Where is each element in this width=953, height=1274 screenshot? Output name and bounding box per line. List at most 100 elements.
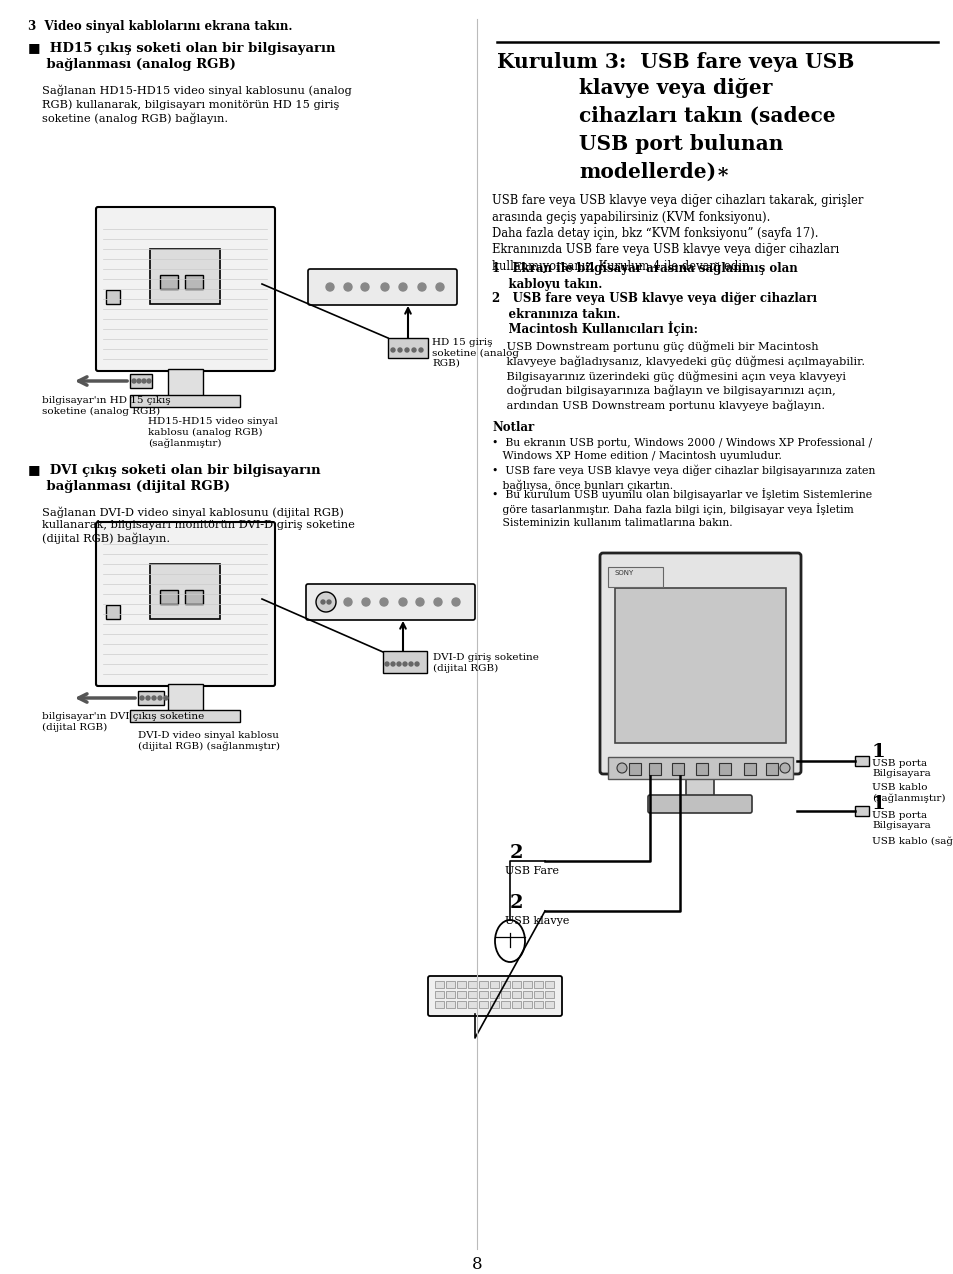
Circle shape [417,283,426,290]
Bar [490,991,498,998]
Bar [743,763,755,775]
Text: DVI-D giriş soketine
(dijital RGB): DVI-D giriş soketine (dijital RGB) [433,654,538,673]
Bar [534,981,542,989]
Bar [446,991,455,998]
Text: USB Downstream portunu güç düğmeli bir Macintosh
    klavyeye bağladıysanız, kla: USB Downstream portunu güç düğmeli bir M… [492,341,864,410]
Bar [607,757,792,778]
Circle shape [391,348,395,352]
Bar [446,981,455,989]
Text: ■  HD15 çıkış soketi olan bir bilgisayarın
    bağlanması (analog RGB): ■ HD15 çıkış soketi olan bir bilgisayarı… [28,42,335,71]
Circle shape [617,763,626,773]
Circle shape [137,378,141,383]
Circle shape [152,696,156,699]
Text: SONY: SONY [615,569,634,576]
Text: cihazları takın (sadece: cihazları takın (sadece [578,106,835,126]
Ellipse shape [495,920,524,962]
Text: USB kablo
(sağlanmıştır): USB kablo (sağlanmıştır) [871,784,944,803]
Circle shape [385,662,389,666]
Text: •  Bu kurulum USB uyumlu olan bilgisayarlar ve İşletim Sistemlerine
   göre tasa: • Bu kurulum USB uyumlu olan bilgisayarl… [492,488,871,527]
Text: •  USB fare veya USB klavye veya diğer cihazlar bilgisayarınıza zaten
   bağlıys: • USB fare veya USB klavye veya diğer ci… [492,465,875,490]
Bar [185,590,203,604]
Text: USB fare veya USB klavye veya diğer cihazları takarak, girişler
arasında geçiş y: USB fare veya USB klavye veya diğer ciha… [492,194,862,273]
Circle shape [436,283,443,290]
Circle shape [405,348,409,352]
Circle shape [398,598,407,606]
Circle shape [361,598,370,606]
Bar [478,981,488,989]
Circle shape [320,600,325,604]
Bar [512,1001,520,1008]
Bar [456,991,465,998]
Text: ■  DVI çıkış soketi olan bir bilgisayarın
    bağlanması (dijital RGB): ■ DVI çıkış soketi olan bir bilgisayarın… [28,464,320,493]
Text: Kurulum 3:  USB fare veya USB: Kurulum 3: USB fare veya USB [497,52,854,73]
Text: 2   USB fare veya USB klavye veya diğer cihazları
    ekranınıza takın.: 2 USB fare veya USB klavye veya diğer ci… [492,292,816,321]
Bar [388,338,428,358]
Circle shape [434,598,441,606]
Bar [382,651,427,673]
Circle shape [452,598,459,606]
Bar [512,981,520,989]
Circle shape [396,662,400,666]
Bar [446,1001,455,1008]
Bar [607,567,662,587]
Text: 1: 1 [871,743,884,761]
FancyBboxPatch shape [306,583,475,620]
Circle shape [402,662,407,666]
Circle shape [380,283,389,290]
Text: bilgisayar'ın HD 15 çıkış
soketine (analog RGB): bilgisayar'ın HD 15 çıkış soketine (anal… [42,396,171,415]
Circle shape [326,283,334,290]
Text: HD15-HD15 video sinyal
kablosu (analog RGB)
(sağlanmıştır): HD15-HD15 video sinyal kablosu (analog R… [148,417,277,447]
Bar [168,369,203,399]
Text: Sağlanan HD15-HD15 video sinyal kablosunu (analog
RGB) kullanarak, bilgisayarı m: Sağlanan HD15-HD15 video sinyal kablosun… [42,85,352,124]
FancyBboxPatch shape [647,795,751,813]
Text: USB Fare: USB Fare [504,866,558,877]
Bar [468,981,476,989]
FancyBboxPatch shape [308,269,456,304]
Bar [854,755,868,766]
Text: 1: 1 [871,795,884,813]
Text: bilgisayar'ın DVI çıkış soketine
(dijital RGB): bilgisayar'ın DVI çıkış soketine (dijita… [42,712,204,731]
Text: USB klavye: USB klavye [504,916,569,926]
Bar [500,991,510,998]
FancyBboxPatch shape [96,206,274,371]
Bar [522,981,532,989]
Circle shape [327,600,331,604]
Circle shape [397,348,401,352]
Bar [534,991,542,998]
Circle shape [415,662,418,666]
Bar [150,248,220,304]
Bar [106,605,120,619]
Bar [854,806,868,817]
Text: 8: 8 [471,1256,482,1273]
Circle shape [379,598,388,606]
Text: USB porta
Bilgisayara: USB porta Bilgisayara [871,759,930,778]
Bar [765,763,778,775]
FancyBboxPatch shape [96,522,274,685]
Bar [130,375,152,389]
Bar [628,763,640,775]
Bar [478,1001,488,1008]
Bar [522,1001,532,1008]
Bar [534,1001,542,1008]
Circle shape [132,378,136,383]
Text: klavye veya diğer: klavye veya diğer [578,78,772,98]
FancyBboxPatch shape [428,976,561,1015]
Bar [544,981,554,989]
Bar [719,763,730,775]
Circle shape [416,598,423,606]
FancyBboxPatch shape [599,553,801,775]
Bar [512,991,520,998]
Text: modellerde)∗: modellerde)∗ [578,162,729,182]
Text: USB porta
Bilgisayara: USB porta Bilgisayara [871,812,930,831]
Circle shape [344,283,352,290]
Text: USB kablo (sağlanmıştır): USB kablo (sağlanmıştır) [871,836,953,846]
Bar [615,589,785,743]
Circle shape [315,592,335,612]
Bar [185,275,203,289]
Text: 2: 2 [510,843,523,862]
Bar [500,981,510,989]
Text: DVI-D video sinyal kablosu
(dijital RGB) (sağlanmıştır): DVI-D video sinyal kablosu (dijital RGB)… [138,731,280,750]
Circle shape [140,696,144,699]
Bar [150,564,220,619]
Circle shape [142,378,146,383]
